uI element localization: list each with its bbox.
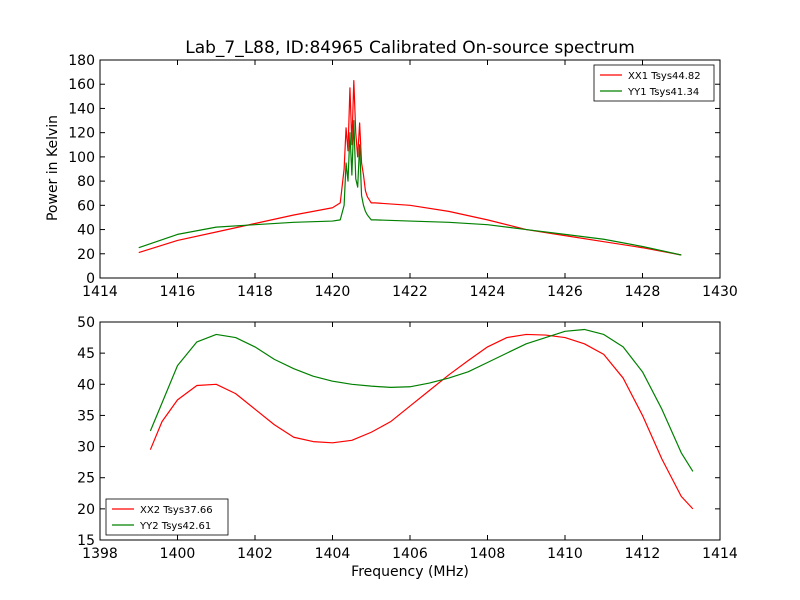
legend-box [593, 64, 715, 102]
y-tick-label: 140 [68, 101, 95, 117]
x-tick-label: 1410 [547, 546, 583, 562]
x-tick-label: 1402 [237, 546, 273, 562]
y-tick-label: 35 [77, 408, 95, 424]
x-axis-label: Frequency (MHz) [351, 564, 469, 580]
y-tick-label: 120 [68, 126, 95, 142]
x-tick-label: 1408 [470, 546, 506, 562]
x-tick-label: 1414 [82, 284, 118, 300]
legend: XX2 Tsys37.66 YY2 Tsys42.61 [105, 498, 229, 536]
y-tick-label: 25 [77, 471, 95, 487]
legend-label: XX2 Tsys37.66 [140, 505, 213, 516]
series-line-1-1 [149, 328, 694, 472]
y-tick-label: 30 [77, 440, 95, 456]
y-tick-label: 100 [68, 150, 95, 166]
x-tick-label: 1412 [625, 546, 661, 562]
legend-label: YY1 Tsys41.34 [627, 87, 699, 98]
bottom-spectrum-panel: 1398 1400 1402 1404 1406 1408 1410 1412 1414 15 20… [77, 315, 738, 562]
top-spectrum-panel: 1414 1416 1418 1420 1422 1424 1426 1428 1430 0 20 4… [68, 53, 738, 300]
x-tick-label: 1418 [237, 284, 273, 300]
legend: XX1 Tsys44.82 YY1 Tsys41.34 [593, 64, 715, 102]
series-line-0-1 [138, 119, 682, 256]
series-line-0-0 [138, 79, 682, 256]
y-tick-label: 50 [77, 315, 95, 331]
y-tick-label: 20 [77, 247, 95, 263]
legend-box [105, 498, 229, 536]
series-line-1-0 [149, 333, 694, 510]
legend-label: XX1 Tsys44.82 [628, 71, 701, 82]
x-tick-label: 1430 [702, 284, 738, 300]
y-tick-label: 45 [77, 346, 95, 362]
y-tick-label: 60 [77, 198, 95, 214]
x-tick-label: 1420 [315, 284, 351, 300]
y-tick-label: 15 [77, 533, 95, 549]
top-y-axis-label: Power in Kelvin [45, 115, 61, 221]
x-tick-label: 1428 [625, 284, 661, 300]
legend-label: YY2 Tsys42.61 [139, 521, 211, 532]
x-tick-label: 1404 [315, 546, 351, 562]
x-tick-label: 1406 [392, 546, 428, 562]
y-tick-label: 180 [68, 53, 95, 69]
chart-title: Lab_7_L88, ID:84965 Calibrated On-source… [185, 38, 635, 58]
y-tick-label: 40 [77, 223, 95, 239]
x-tick-label: 1424 [470, 284, 506, 300]
y-tick-label: 0 [86, 271, 95, 287]
x-tick-label: 1398 [82, 546, 118, 562]
y-tick-label: 20 [77, 502, 95, 518]
y-tick-label: 80 [77, 174, 95, 190]
y-tick-label: 40 [77, 377, 95, 393]
x-tick-label: 1414 [702, 546, 738, 562]
x-tick-label: 1400 [160, 546, 196, 562]
y-tick-label: 160 [68, 77, 95, 93]
x-tick-label: 1422 [392, 284, 428, 300]
x-tick-label: 1416 [160, 284, 196, 300]
x-tick-label: 1426 [547, 284, 583, 300]
